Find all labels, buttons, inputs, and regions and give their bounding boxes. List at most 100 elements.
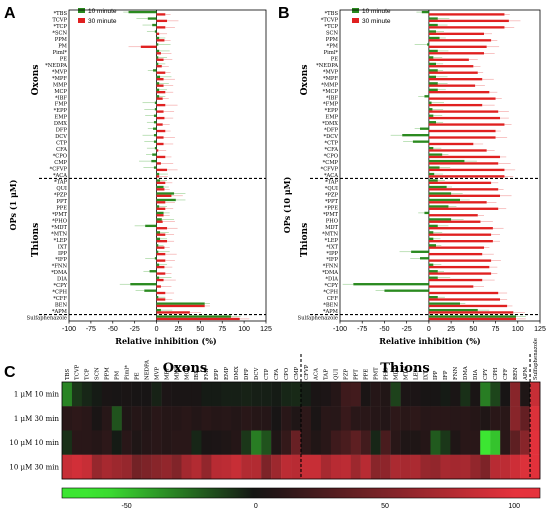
category-label: MCP — [54, 89, 67, 95]
heatmap-cell — [530, 406, 541, 431]
heatmap-cell — [500, 406, 511, 431]
x-tick-label: -50 — [108, 326, 118, 333]
bar-30min — [428, 201, 487, 204]
bar-30min — [428, 84, 476, 87]
heatmap-cell — [330, 454, 342, 480]
bar-30min — [428, 155, 500, 159]
heatmap-cell — [301, 406, 312, 431]
category-label: *IFP — [326, 257, 338, 263]
bar-10min — [428, 276, 438, 279]
heatmap-cell — [350, 430, 361, 455]
bar-30min — [428, 214, 478, 217]
bar-30min — [156, 39, 165, 42]
heatmap-cell — [291, 382, 302, 407]
bar-30min — [156, 278, 164, 282]
heatmap-cell — [151, 382, 162, 407]
bar-10min — [411, 250, 429, 253]
bar-30min — [428, 90, 490, 94]
bar-30min — [428, 311, 514, 314]
x-tick-label: 125 — [260, 326, 272, 333]
bar-10min — [153, 127, 157, 130]
group-label-oxons-b: Oxons — [300, 65, 310, 96]
heatmap-cell — [470, 406, 481, 431]
heatmap-cell — [450, 430, 461, 455]
x-tick-label: -100 — [62, 326, 76, 333]
category-label: *FNN — [52, 264, 68, 270]
heatmap-column-label: CPY — [483, 368, 489, 380]
heatmap-cell — [161, 406, 172, 431]
heatmap-cell — [520, 454, 531, 480]
heatmap-column-label: DMA — [463, 366, 469, 380]
heatmap-cell — [201, 454, 212, 480]
category-label: *MPF — [323, 76, 338, 82]
x-axis-title-b: Relative inhibition (%) — [379, 336, 481, 346]
heatmap-cell — [171, 454, 182, 480]
heatmap-cell — [111, 454, 122, 480]
heatmap-cell — [330, 406, 342, 431]
bar-30min — [428, 142, 474, 146]
category-label: *CPO — [53, 154, 67, 160]
heatmap-cell — [520, 406, 531, 431]
category-label: *CTP — [324, 141, 338, 147]
bar-30min — [156, 110, 164, 113]
category-label: *CPY — [54, 283, 68, 289]
heatmap-cell — [380, 430, 391, 455]
heatmap-cell — [340, 454, 351, 480]
bar-30min — [428, 136, 496, 139]
bar-30min — [156, 168, 168, 172]
x-tick-label: 25 — [447, 326, 455, 333]
heatmap-cell — [500, 430, 511, 455]
heatmap-column-label: MMP — [174, 365, 180, 380]
group-label-oxons-a: Oxons — [31, 65, 41, 96]
bar-30min — [156, 84, 164, 87]
bar-10min — [156, 62, 159, 66]
heatmap-cell — [71, 406, 83, 431]
heatmap-cell — [430, 430, 441, 455]
heatmap-cell — [261, 406, 272, 431]
heatmap-cell — [490, 406, 501, 431]
heatmap-column-label: PPM — [105, 367, 111, 380]
category-label: *IPP — [326, 251, 338, 257]
heatmap-cell — [360, 430, 371, 455]
y-axis-title-b: OPs (10 μM) — [282, 177, 292, 234]
category-label: *IFP — [55, 257, 67, 263]
category-label: *CPY — [325, 283, 339, 289]
panel-c: C Oxons Thions 1 μM 10 min 1 μM 30 min 10 … — [4, 338, 541, 510]
bar-30min — [156, 188, 165, 191]
heatmap-cell — [231, 454, 242, 480]
bar-30min — [156, 246, 165, 249]
heatmap-column-label: CMP — [294, 366, 300, 380]
bar-30min — [156, 304, 205, 308]
heatmap-cell — [360, 454, 371, 480]
bar-10min — [151, 159, 157, 163]
bar-10min — [428, 153, 443, 156]
y-axis-title-a: OPs (1 μM) — [8, 179, 18, 230]
bar-30min — [156, 162, 161, 165]
bar-10min — [152, 23, 157, 27]
bar-10min — [156, 218, 162, 221]
bar-30min — [156, 272, 166, 275]
heatmap-cell — [211, 382, 222, 407]
x-tick-label: 25 — [175, 326, 183, 333]
bar-10min — [156, 49, 160, 53]
heatmap-cell — [201, 430, 212, 455]
bar-30min — [428, 240, 493, 243]
bar-10min — [145, 224, 157, 228]
bar-30min — [428, 207, 499, 210]
bar-30min — [428, 298, 500, 301]
bar-30min — [156, 71, 166, 74]
category-label: *CPH — [52, 290, 67, 296]
bar-10min — [156, 95, 160, 98]
heatmap-column-label: IPP — [433, 370, 439, 380]
bar-30min — [428, 71, 478, 74]
bar-30min — [156, 220, 163, 223]
heatmap-cell — [480, 430, 491, 455]
heatmap-cell — [161, 382, 172, 407]
heatmap-cell — [131, 406, 142, 431]
bar-30min — [156, 214, 164, 217]
bar-10min — [428, 88, 438, 91]
heatmap-column-label: LEP — [413, 368, 419, 380]
category-label: *CFVP — [50, 167, 68, 173]
heatmap-cell — [211, 406, 222, 431]
heatmap-cell — [520, 382, 531, 407]
